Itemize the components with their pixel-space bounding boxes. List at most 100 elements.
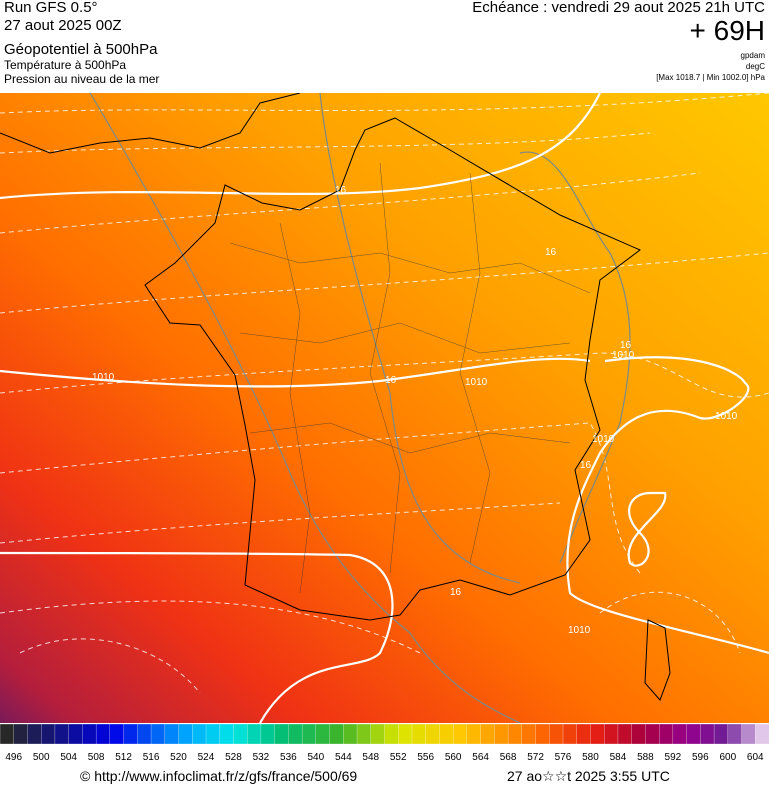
colorbar-cell [466,724,482,745]
colorbar-label: 604 [747,752,764,763]
geopotential-lines [89,93,631,723]
colorbar-label: 596 [692,752,709,763]
colorbar-cell [343,724,358,745]
colorbar-cell [288,724,303,745]
colorbar-label: 520 [170,752,187,763]
unit-label: [Max 1018.7 | Min 1002.0] hPa [656,73,765,82]
colorbar-cell [398,724,413,745]
colorbar-cell [137,724,152,745]
colorbar-cell [727,724,743,745]
contour-label: 1010 [612,350,635,361]
colorbar-cell [672,724,688,745]
colorbar-cell [13,724,29,745]
colorbar-cell [178,724,193,745]
colorbar-cell [604,724,619,745]
colorbar-cell [233,724,248,745]
contour-label: 1010 [715,411,738,422]
colorbar-cell [507,724,523,745]
contour-label: 16 [580,460,592,471]
valid-time: Echéance : vendredi 29 aout 2025 21h UTC [472,0,765,16]
colorbar-cell [686,724,701,745]
colorbar-label: 516 [143,752,160,763]
source-url: © http://www.infoclimat.fr/z/gfs/france/… [80,768,358,784]
colorbar-label: 592 [665,752,682,763]
colorbar-label: 512 [115,752,132,763]
colorbar-cell [535,724,550,745]
colorbar-cell [590,724,605,745]
colorbar-label: 572 [527,752,544,763]
colorbar-cell [260,724,276,745]
colorbar-label: 544 [335,752,352,763]
colorbar-cell [274,724,290,745]
contour-label: 1010 [592,434,615,445]
contour-label: 16 [385,375,397,386]
colorbar-cell [329,724,344,745]
contour-label: 1010 [465,377,488,388]
colorbar-label: 576 [555,752,572,763]
footer-date: 27 ao☆☆t 2025 3:55 UTC [507,768,670,784]
isobars [0,93,769,723]
colorbar-cell [480,724,496,745]
contour-label: 1010 [568,625,591,636]
run-date: 27 aout 2025 00Z [4,17,122,34]
colorbar-cell [658,724,674,745]
field-label: Géopotentiel à 500hPa [4,41,158,58]
unit-label: gpdam [740,51,765,60]
colorbar-cell [370,724,386,745]
colorbar-label: 552 [390,752,407,763]
colorbar-cell [700,724,715,745]
colorbar-cell [562,724,578,745]
colorbar-label: 584 [610,752,627,763]
colorbar-cell [219,724,235,745]
colorbar-label: 524 [198,752,215,763]
colorbar-cell [576,724,592,745]
colorbar-label: 532 [253,752,270,763]
unit-label: degC [745,62,765,71]
coastlines [0,93,671,701]
colorbar-cell [41,724,56,745]
colorbar-cell [494,724,509,745]
colorbar-label: 504 [60,752,77,763]
colorbar-cell [425,724,441,745]
colorbar-cell [205,724,221,745]
colorbar-cell [356,724,372,745]
colorbar-cell [301,724,317,745]
lead-time: + 69H [689,15,766,46]
colorbar-cell [617,724,633,745]
colorbar-cell [439,724,454,745]
colorbar-label: 528 [225,752,242,763]
colorbar-cell [549,724,564,745]
colorbar-cell [54,724,70,745]
colorbar-label: 580 [582,752,599,763]
colorbar-cell [521,724,537,745]
colorbar-label: 508 [88,752,105,763]
temperature-field [0,93,769,723]
colorbar-label: 540 [307,752,324,763]
colorbar-cell [713,724,729,745]
colorbar-cell [631,724,647,745]
contour-label: 1010 [92,372,115,383]
colorbar-cell [247,724,262,745]
colorbar-cell [95,724,111,745]
colorbar-label: 548 [362,752,379,763]
contour-label: 16 [545,247,557,258]
colorbar-cell [384,724,399,745]
colorbar-cell [82,724,97,745]
colorbar-cell [150,724,166,745]
field-label: Pression au niveau de la mer [4,72,160,86]
colorbar-cell [68,724,84,745]
run-title: Run GFS 0.5° [4,0,98,16]
colorbar-label: 536 [280,752,297,763]
contour-label: 16 [620,340,632,351]
contour-label: 16 [450,587,462,598]
colorbar-label: 500 [33,752,50,763]
borders [229,162,591,594]
colorbar-label: 600 [719,752,736,763]
colorbar-cell [315,724,331,745]
contour-label: 16 [335,185,347,196]
colorbar-cell [755,724,769,745]
colorbar-label: 588 [637,752,654,763]
